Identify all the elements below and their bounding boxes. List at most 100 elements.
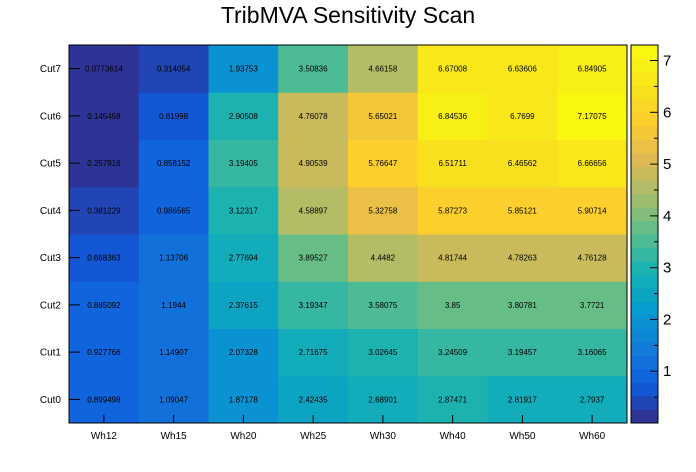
cell-value-label: 0.885092 — [87, 301, 121, 310]
heatmap-cell — [417, 328, 488, 377]
heatmap-cell — [417, 186, 488, 235]
cell-value-label: 3.02645 — [368, 348, 397, 357]
heatmap-cell — [487, 234, 558, 282]
color-scale-band — [631, 112, 658, 127]
heatmap-cell — [208, 139, 279, 188]
cell-value-label: 2.68901 — [368, 395, 397, 404]
cell-value-label: 0.927766 — [87, 348, 121, 357]
cell-value-label: 0.986565 — [157, 206, 191, 215]
heatmap-cell — [208, 281, 279, 329]
heatmap-cell — [69, 328, 140, 377]
heatmap-cell — [348, 328, 419, 377]
cell-value-label: 4.78263 — [508, 254, 537, 263]
heatmap-cell — [348, 234, 419, 282]
heatmap-cell — [69, 186, 140, 235]
cell-value-label: 6.7699 — [510, 112, 535, 121]
cell-value-label: 2.7937 — [580, 395, 605, 404]
heatmap-cell — [69, 92, 140, 140]
y-tick-label: Cut3 — [40, 253, 62, 264]
y-tick-label: Cut6 — [40, 111, 62, 122]
heatmap-cell — [278, 186, 349, 235]
cell-value-label: 3.58075 — [368, 301, 397, 310]
cell-value-label: 3.80781 — [508, 301, 537, 310]
cell-value-label: 0.899498 — [87, 395, 121, 404]
color-scale-band — [631, 180, 658, 194]
color-scale-band — [631, 85, 658, 100]
color-scale-band — [631, 126, 658, 140]
color-scale-bar: 1 2 3 4 5 6 7 — [630, 44, 671, 424]
cell-value-label: 0.858152 — [157, 159, 191, 168]
x-axis: Wh12 Wh15 Wh20 Wh25 Wh30 Wh40 Wh50 Wh60 — [69, 415, 627, 442]
x-tick-label: Wh12 — [91, 431, 118, 442]
cell-value-label: 3.19457 — [508, 348, 537, 357]
color-scale-band — [631, 342, 658, 356]
cell-value-label: 2.87471 — [438, 395, 467, 404]
cell-value-label: 2.81917 — [508, 395, 537, 404]
x-tick-label: Wh15 — [161, 431, 188, 442]
heatmap-cell — [278, 139, 349, 188]
cell-value-label: 5.85121 — [508, 206, 537, 215]
cell-value-label: 0.145458 — [87, 112, 121, 121]
color-scale-frame — [630, 44, 659, 424]
heatmap-cell — [138, 186, 209, 235]
cell-value-label: 6.84536 — [438, 112, 467, 121]
color-scale-band — [631, 328, 658, 343]
color-scale-tick-label: 4 — [663, 208, 671, 225]
cell-value-label: 0.257916 — [87, 159, 121, 168]
heatmap-cell — [348, 281, 419, 329]
cell-value-label: 3.7721 — [580, 301, 605, 310]
heatmap-cell — [417, 234, 488, 282]
heatmap-cell — [278, 92, 349, 140]
heatmap-cell — [417, 139, 488, 188]
cell-value-label: 1.93753 — [229, 65, 258, 74]
heatmap-cell — [208, 234, 279, 282]
heatmap-cell — [69, 281, 140, 329]
heatmap-cell — [69, 45, 140, 93]
cell-value-label: 2.71675 — [299, 348, 328, 357]
heatmap-cells — [69, 45, 628, 424]
x-tick-label: Wh20 — [230, 431, 257, 442]
cell-value-label: 4.76128 — [578, 254, 607, 263]
heatmap-cell — [138, 139, 209, 188]
cell-value-label: 4.58897 — [299, 206, 328, 215]
color-scale-band — [631, 369, 658, 383]
heatmap-cell — [278, 328, 349, 377]
color-scale-band — [631, 99, 658, 113]
heatmap-cell — [348, 139, 419, 188]
cell-value-label: 5.65021 — [368, 112, 397, 121]
cell-value-label: 4.81744 — [438, 254, 467, 263]
y-tick-label: Cut5 — [40, 159, 62, 170]
heatmap-cell — [557, 186, 628, 235]
heatmap-cell — [557, 45, 628, 93]
color-scale-band — [631, 288, 658, 302]
color-scale-band — [631, 261, 658, 275]
chart-title: TribMVA Sensitivity Scan — [221, 2, 475, 28]
cell-value-label: 1.14907 — [159, 348, 188, 357]
color-scale-band — [631, 247, 658, 262]
heatmap-cell — [557, 234, 628, 282]
cell-value-label: 3.19405 — [229, 159, 258, 168]
heatmap-cell — [138, 45, 209, 93]
cell-value-label: 0.0773614 — [85, 65, 123, 74]
cell-value-label: 6.66656 — [578, 159, 607, 168]
color-scale-band — [631, 396, 658, 410]
cell-value-label: 4.4482 — [371, 254, 396, 263]
y-tick-label: Cut4 — [40, 206, 62, 217]
heatmap-cell — [208, 92, 279, 140]
color-scale-band — [631, 207, 658, 221]
color-scale-band — [631, 234, 658, 248]
cell-value-labels: 0.899498 1.09047 1.87178 2.42435 2.68901 2.87… — [85, 65, 607, 405]
x-tick-label: Wh25 — [300, 431, 327, 442]
cell-value-label: 6.63606 — [508, 65, 537, 74]
cell-value-label: 4.76078 — [299, 112, 328, 121]
heatmap-cell — [208, 186, 279, 235]
cell-value-label: 4.90539 — [299, 159, 328, 168]
y-tick-label: Cut1 — [40, 348, 62, 359]
heatmap-cell — [138, 234, 209, 282]
cell-value-label: 6.51711 — [438, 159, 467, 168]
color-scale-tick-label: 3 — [663, 260, 671, 277]
cell-value-label: 0.668363 — [87, 254, 121, 263]
cell-value-label: 3.89527 — [299, 254, 328, 263]
cell-value-label: 2.77694 — [229, 254, 258, 263]
color-scale-tick-label: 2 — [663, 311, 671, 328]
